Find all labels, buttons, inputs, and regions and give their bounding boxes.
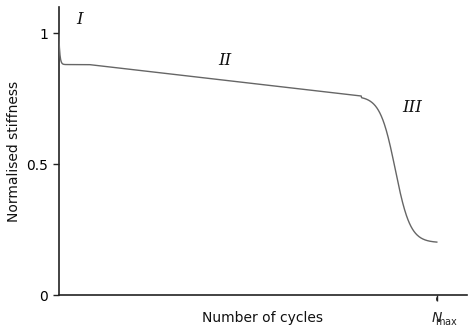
Text: II: II [219, 51, 232, 68]
Text: $\mathrm{max}$: $\mathrm{max}$ [435, 317, 458, 327]
Text: III: III [402, 99, 422, 116]
Y-axis label: Normalised stiffness: Normalised stiffness [7, 80, 21, 221]
X-axis label: Number of cycles: Number of cycles [202, 311, 323, 325]
Text: $\mathit{N}$: $\mathit{N}$ [431, 311, 443, 325]
Text: I: I [76, 11, 83, 28]
